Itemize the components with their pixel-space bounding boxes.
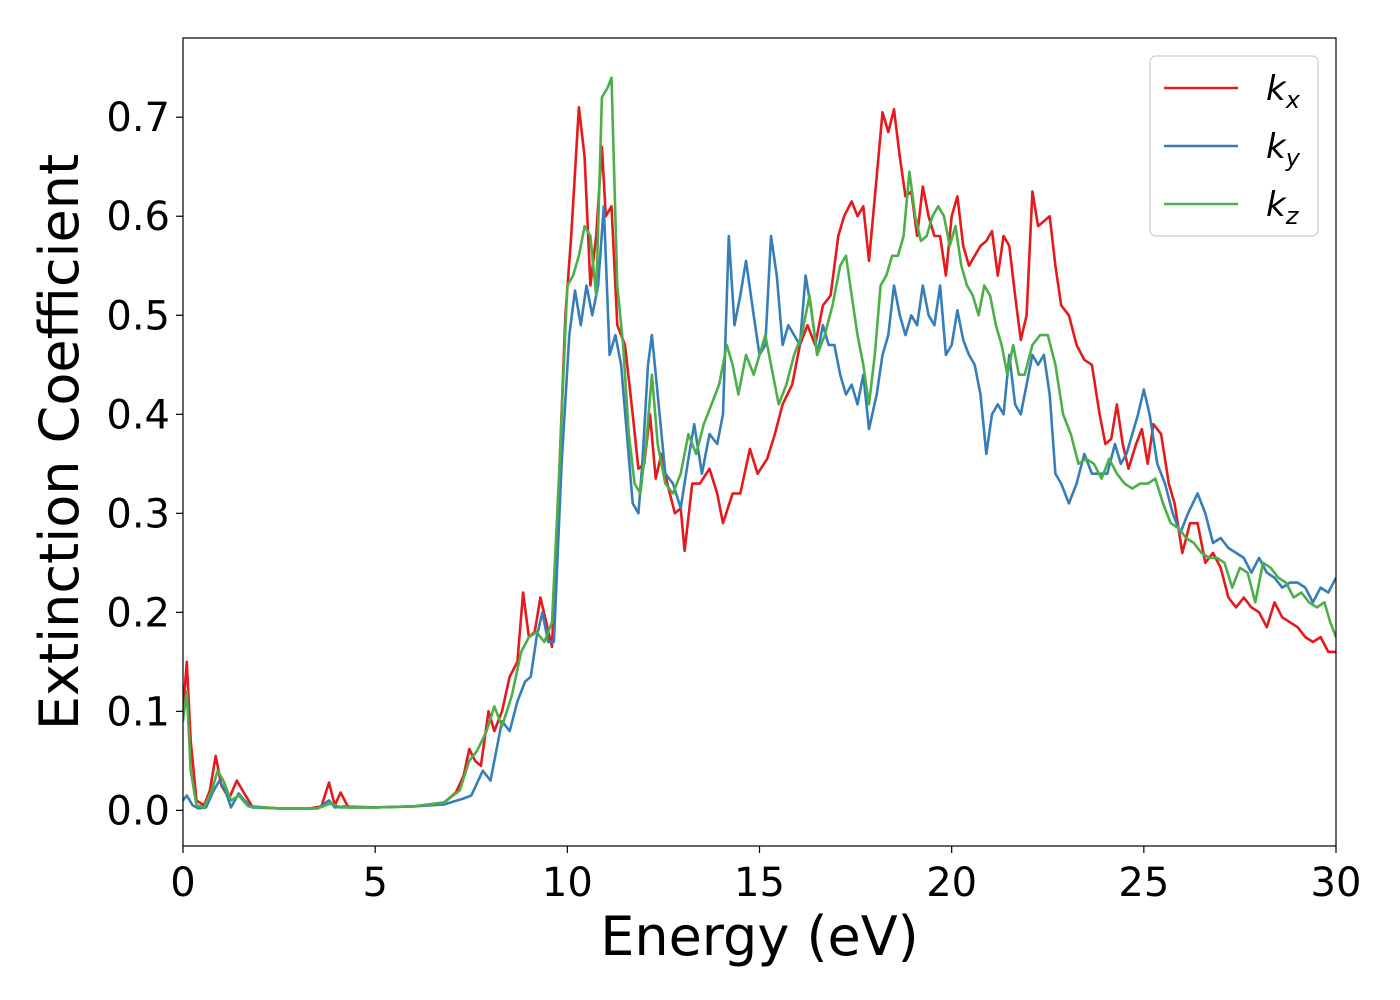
x-tick-label: 25 — [1118, 860, 1169, 906]
x-axis-title: Energy (eV) — [600, 905, 919, 968]
y-tick-label: 0.5 — [106, 293, 170, 339]
legend-label-subscript: z — [1285, 202, 1300, 230]
y-tick-label: 0.4 — [106, 392, 170, 438]
legend-label-main: k — [1266, 69, 1287, 109]
x-tick-label: 0 — [170, 860, 195, 906]
y-tick-label: 0.3 — [106, 491, 170, 537]
y-axis: 0.0 0.1 0.2 0.3 0.4 0.5 0.6 0.7 — [106, 95, 183, 834]
y-tick-label: 0.6 — [106, 194, 170, 240]
legend-label-subscript: y — [1285, 144, 1301, 172]
legend-label-main: k — [1266, 127, 1287, 167]
x-tick-label: 10 — [542, 860, 593, 906]
series-line-x — [183, 106, 1336, 810]
x-tick-label: 20 — [926, 860, 977, 906]
plot-area — [183, 76, 1336, 810]
legend-label-subscript: x — [1285, 86, 1301, 114]
x-axis: 0 5 10 15 20 25 30 — [170, 846, 1361, 906]
series-line-y — [183, 205, 1336, 810]
y-tick-label: 0.0 — [106, 788, 170, 834]
y-tick-label: 0.7 — [106, 95, 170, 141]
y-axis-title: Extinction Coefficient — [28, 154, 91, 730]
x-tick-label: 5 — [362, 860, 387, 906]
y-tick-label: 0.1 — [106, 689, 170, 735]
legend-label-y: ky — [1266, 127, 1301, 172]
legend-label-x: kx — [1266, 69, 1301, 114]
legend-label-main: k — [1266, 185, 1287, 225]
y-tick-label: 0.2 — [106, 590, 170, 636]
x-tick-label: 15 — [734, 860, 785, 906]
x-tick-label: 30 — [1311, 860, 1362, 906]
legend-label-z: kz — [1266, 185, 1300, 230]
series-line-z — [183, 76, 1336, 810]
